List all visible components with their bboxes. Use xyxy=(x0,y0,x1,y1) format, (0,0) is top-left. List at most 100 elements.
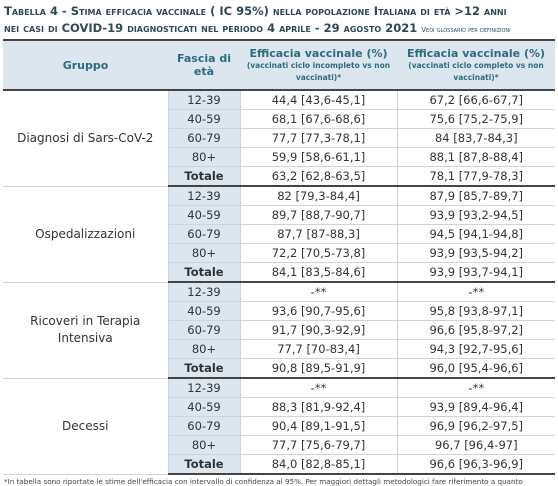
value-cell: 68,1 [67,6-68,6] xyxy=(239,109,397,129)
table: Gruppo Fascia di età Efficacia vaccinale… xyxy=(3,39,555,475)
table-row: 60-79 91,7 [90,3-92,9] 96,6 [95,8-97,2] xyxy=(3,320,555,340)
age-cell: 60-79 xyxy=(168,128,240,148)
title: Tabella 4 - Stima efficacia vaccinale ( … xyxy=(0,0,558,39)
value-cell: 67,2 [66,6-67,7] xyxy=(396,90,555,110)
group-cell: Diagnosi di Sars-CoV-2 xyxy=(3,90,169,187)
footnotes: *In tabella sono riportate le stime dell… xyxy=(0,475,558,486)
group-cell: Ricoveri in Terapia Intensiva xyxy=(3,282,169,379)
table-row: Totale 63,2 [62,8-63,5] 78,1 [77,9-78,3] xyxy=(3,166,555,187)
header-row: Gruppo Fascia di età Efficacia vaccinale… xyxy=(3,39,555,91)
age-cell: Totale xyxy=(168,358,240,379)
header-title: Efficacia vaccinale (%) xyxy=(406,46,546,60)
header-sub: (vaccinati ciclo incompleto vs non vacci… xyxy=(246,60,391,82)
age-cell: Totale xyxy=(168,166,240,187)
value-cell: 44,4 [43,6-45,1] xyxy=(239,90,397,110)
value-cell: 77,7 [70-83,4] xyxy=(239,339,397,359)
value-cell: 93,9 [93,5-94,2] xyxy=(396,243,555,263)
age-cell: 40-59 xyxy=(168,205,240,225)
value-cell: 87,9 [85,7-89,7] xyxy=(396,186,555,206)
value-cell: -** xyxy=(396,378,555,398)
value-cell: 96,7 [96,4-97] xyxy=(396,435,555,455)
value-cell: 93,9 [89,4-96,4] xyxy=(396,397,555,417)
value-cell: 93,6 [90,7-95,6] xyxy=(239,301,397,321)
table-row: Totale 84,1 [83,5-84,6] 93,9 [93,7-94,1] xyxy=(3,262,555,283)
table-row: 80+ 77,7 [70-83,4] 94,3 [92,7-95,6] xyxy=(3,339,555,359)
table-row: 40-59 68,1 [67,6-68,6] 75,6 [75,2-75,9] xyxy=(3,109,555,129)
table-row: Diagnosi di Sars-CoV-2 12-39 44,4 [43,6-45… xyxy=(3,90,555,187)
table-row: 40-59 88,3 [81,9-92,4] 93,9 [89,4-96,4] xyxy=(3,397,555,417)
value-cell: 84,0 [82,8-85,1] xyxy=(239,454,397,475)
table-row: Ospedalizzazioni 12-39 82 [79,3-84,4] 87,9 … xyxy=(3,186,555,283)
value-cell: 91,7 [90,3-92,9] xyxy=(239,320,397,340)
age-cell: 60-79 xyxy=(168,320,240,340)
age-cell: 80+ xyxy=(168,147,240,167)
header-cell: Gruppo xyxy=(3,39,168,91)
value-cell: 88,3 [81,9-92,4] xyxy=(239,397,397,417)
value-cell: -** xyxy=(396,282,555,302)
value-cell: 88,1 [87,8-88,4] xyxy=(396,147,555,167)
value-cell: 93,9 [93,7-94,1] xyxy=(396,262,555,283)
value-cell: 96,9 [96,2-97,5] xyxy=(396,416,555,436)
title-line: nei casi di COVID-19 diagnosticati nel p… xyxy=(4,21,418,35)
age-cell: Totale xyxy=(168,262,240,283)
header-cell: Efficacia vaccinale (%) (vaccinati ciclo … xyxy=(397,39,555,91)
age-cell: 80+ xyxy=(168,435,240,455)
age-cell: 12-39 xyxy=(168,90,240,110)
value-cell: 78,1 [77,9-78,3] xyxy=(396,166,555,187)
age-cell: Totale xyxy=(168,454,240,475)
age-cell: 60-79 xyxy=(168,416,240,436)
header-cell: Efficacia vaccinale (%) (vaccinati ciclo … xyxy=(240,39,397,91)
value-cell: 96,0 [95,4-96,6] xyxy=(396,358,555,379)
table-row: 40-59 93,6 [90,7-95,6] 95,8 [93,8-97,1] xyxy=(3,301,555,321)
table-row: Ricoveri in Terapia Intensiva 12-39 -** -** xyxy=(3,282,555,379)
age-cell: 60-79 xyxy=(168,224,240,244)
age-cell: 40-59 xyxy=(168,109,240,129)
title-note: Vedi glossario per definizioni xyxy=(421,26,511,34)
value-cell: 59,9 [58,6-61,1] xyxy=(239,147,397,167)
table-row: Totale 90,8 [89,5-91,9] 96,0 [95,4-96,6] xyxy=(3,358,555,379)
title-line: Tabella 4 - Stima efficacia vaccinale ( … xyxy=(4,4,507,18)
value-cell: 72,2 [70,5-73,8] xyxy=(239,243,397,263)
age-cell: 40-59 xyxy=(168,397,240,417)
header-cell: Fascia di età xyxy=(168,39,240,91)
value-cell: -** xyxy=(239,282,397,302)
table-row: Totale 84,0 [82,8-85,1] 96,6 [96,3-96,9] xyxy=(3,454,555,475)
age-cell: 12-39 xyxy=(168,186,240,206)
header-sub: (vaccinati ciclo completo vs non vaccina… xyxy=(408,60,544,82)
table-row: 60-79 90,4 [89,1-91,5] 96,9 [96,2-97,5] xyxy=(3,416,555,436)
value-cell: 96,6 [96,3-96,9] xyxy=(396,454,555,475)
value-cell: 77,7 [77,3-78,1] xyxy=(239,128,397,148)
value-cell: 75,6 [75,2-75,9] xyxy=(396,109,555,129)
value-cell: 94,5 [94,1-94,8] xyxy=(396,224,555,244)
table-row: 80+ 72,2 [70,5-73,8] 93,9 [93,5-94,2] xyxy=(3,243,555,263)
value-cell: 90,4 [89,1-91,5] xyxy=(239,416,397,436)
table-row: 60-79 87,7 [87-88,3] 94,5 [94,1-94,8] xyxy=(3,224,555,244)
table-body: Diagnosi di Sars-CoV-2 12-39 44,4 [43,6-45… xyxy=(3,90,555,475)
value-cell: 87,7 [87-88,3] xyxy=(239,224,397,244)
group-cell: Decessi xyxy=(3,378,169,475)
age-cell: 12-39 xyxy=(168,378,240,398)
value-cell: 84 [83,7-84,3] xyxy=(396,128,555,148)
table-row: 40-59 89,7 [88,7-90,7] 93,9 [93,2-94,5] xyxy=(3,205,555,225)
age-cell: 40-59 xyxy=(168,301,240,321)
value-cell: 96,6 [95,8-97,2] xyxy=(396,320,555,340)
table-row: 80+ 59,9 [58,6-61,1] 88,1 [87,8-88,4] xyxy=(3,147,555,167)
footnote: *In tabella sono riportate le stime dell… xyxy=(4,477,523,486)
table-row: Decessi 12-39 -** -** xyxy=(3,378,555,475)
header-title: Efficacia vaccinale (%) xyxy=(249,46,388,60)
age-cell: 80+ xyxy=(168,243,240,263)
value-cell: -** xyxy=(239,378,397,398)
value-cell: 94,3 [92,7-95,6] xyxy=(396,339,555,359)
age-cell: 12-39 xyxy=(168,282,240,302)
group-cell: Ospedalizzazioni xyxy=(3,186,169,283)
age-cell: 80+ xyxy=(168,339,240,359)
value-cell: 63,2 [62,8-63,5] xyxy=(239,166,397,187)
value-cell: 89,7 [88,7-90,7] xyxy=(239,205,397,225)
value-cell: 84,1 [83,5-84,6] xyxy=(239,262,397,283)
value-cell: 93,9 [93,2-94,5] xyxy=(396,205,555,225)
table-row: 60-79 77,7 [77,3-78,1] 84 [83,7-84,3] xyxy=(3,128,555,148)
table-row: 80+ 77,7 [75,6-79,7] 96,7 [96,4-97] xyxy=(3,435,555,455)
value-cell: 82 [79,3-84,4] xyxy=(239,186,397,206)
value-cell: 77,7 [75,6-79,7] xyxy=(239,435,397,455)
